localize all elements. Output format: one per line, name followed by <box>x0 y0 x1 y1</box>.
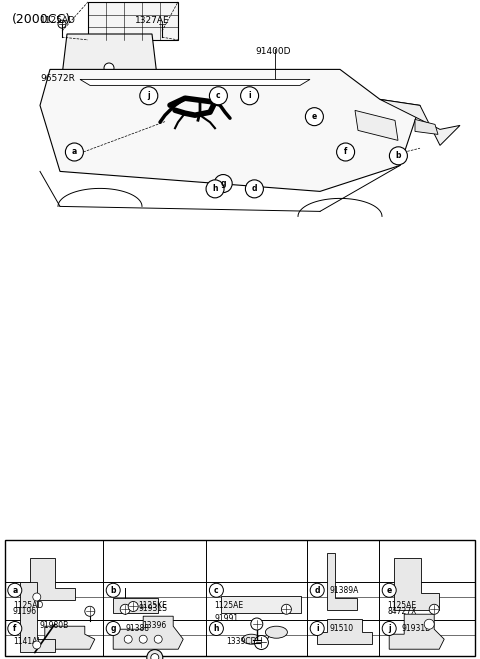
Circle shape <box>139 635 147 643</box>
Text: h: h <box>212 185 218 193</box>
Text: 1327AE: 1327AE <box>135 16 169 25</box>
Text: (2000CC): (2000CC) <box>12 13 71 26</box>
Text: 1125AE: 1125AE <box>215 601 243 610</box>
Text: d: d <box>314 586 320 595</box>
Circle shape <box>305 107 324 126</box>
Text: 1125AE: 1125AE <box>387 601 416 610</box>
Circle shape <box>8 621 22 635</box>
Text: d: d <box>252 185 257 193</box>
Circle shape <box>154 635 162 643</box>
Polygon shape <box>113 616 183 649</box>
Text: 91400D: 91400D <box>255 47 290 57</box>
Text: a: a <box>72 148 77 156</box>
Polygon shape <box>30 558 75 600</box>
Text: 84727X: 84727X <box>387 608 417 617</box>
Circle shape <box>245 180 264 198</box>
Text: 91931S: 91931S <box>138 604 167 614</box>
Circle shape <box>104 63 114 73</box>
Circle shape <box>209 87 228 105</box>
Circle shape <box>382 583 396 597</box>
Circle shape <box>58 20 66 28</box>
Bar <box>5 540 475 656</box>
Circle shape <box>151 654 159 659</box>
Circle shape <box>214 175 232 192</box>
Circle shape <box>158 20 166 28</box>
Circle shape <box>33 593 41 601</box>
Polygon shape <box>45 626 95 649</box>
Polygon shape <box>380 100 460 146</box>
Circle shape <box>389 147 408 165</box>
Polygon shape <box>62 34 157 76</box>
Text: 1141AJ: 1141AJ <box>13 637 39 646</box>
Polygon shape <box>394 558 439 610</box>
Circle shape <box>310 583 324 597</box>
Polygon shape <box>415 119 438 134</box>
Text: j: j <box>147 91 150 100</box>
Circle shape <box>106 583 120 597</box>
Polygon shape <box>80 79 310 86</box>
Polygon shape <box>327 554 357 610</box>
Circle shape <box>65 143 84 161</box>
Circle shape <box>8 583 22 597</box>
Circle shape <box>424 619 434 629</box>
Circle shape <box>106 621 120 635</box>
Circle shape <box>281 604 291 614</box>
Text: 91388: 91388 <box>125 624 149 633</box>
Circle shape <box>240 87 259 105</box>
Text: 91510: 91510 <box>329 624 353 633</box>
Text: 91991: 91991 <box>215 614 239 623</box>
Text: b: b <box>396 152 401 160</box>
Polygon shape <box>221 596 301 614</box>
Text: a: a <box>12 586 17 595</box>
Polygon shape <box>113 598 158 614</box>
Text: 1125AD: 1125AD <box>40 16 76 25</box>
Bar <box>88 2 178 40</box>
Text: 96572R: 96572R <box>40 74 75 83</box>
Circle shape <box>336 143 355 161</box>
Circle shape <box>251 618 263 630</box>
Text: g: g <box>110 624 116 633</box>
Text: 1125KE: 1125KE <box>138 601 167 610</box>
Text: 91389A: 91389A <box>329 586 359 595</box>
Text: e: e <box>312 112 317 121</box>
Circle shape <box>147 650 163 659</box>
Circle shape <box>254 635 268 650</box>
Polygon shape <box>40 69 420 191</box>
Text: c: c <box>214 586 219 595</box>
Circle shape <box>128 602 138 612</box>
Ellipse shape <box>242 634 260 645</box>
Text: f: f <box>13 624 16 633</box>
Text: g: g <box>220 179 226 188</box>
Text: 91931B: 91931B <box>401 624 431 633</box>
Circle shape <box>206 180 224 198</box>
Text: 91196: 91196 <box>13 608 37 617</box>
Text: b: b <box>110 586 116 595</box>
Text: 1339CD: 1339CD <box>227 637 257 646</box>
Polygon shape <box>317 619 372 645</box>
Text: c: c <box>216 91 221 100</box>
Circle shape <box>382 621 396 635</box>
Ellipse shape <box>265 626 288 638</box>
Text: f: f <box>344 148 348 156</box>
Circle shape <box>209 621 223 635</box>
Text: e: e <box>386 586 392 595</box>
Text: 91980B: 91980B <box>39 621 69 630</box>
Text: j: j <box>388 624 391 633</box>
Circle shape <box>33 641 41 649</box>
Circle shape <box>429 604 439 614</box>
Text: 1125AD: 1125AD <box>13 601 43 610</box>
Polygon shape <box>355 111 398 140</box>
Text: 13396: 13396 <box>143 621 167 630</box>
Circle shape <box>85 606 95 616</box>
Circle shape <box>120 604 130 614</box>
Circle shape <box>124 635 132 643</box>
Circle shape <box>140 87 158 105</box>
Circle shape <box>209 583 223 597</box>
Text: i: i <box>248 91 251 100</box>
Polygon shape <box>389 614 444 649</box>
Polygon shape <box>20 582 55 652</box>
Text: h: h <box>214 624 219 633</box>
Text: i: i <box>316 624 319 633</box>
Circle shape <box>310 621 324 635</box>
